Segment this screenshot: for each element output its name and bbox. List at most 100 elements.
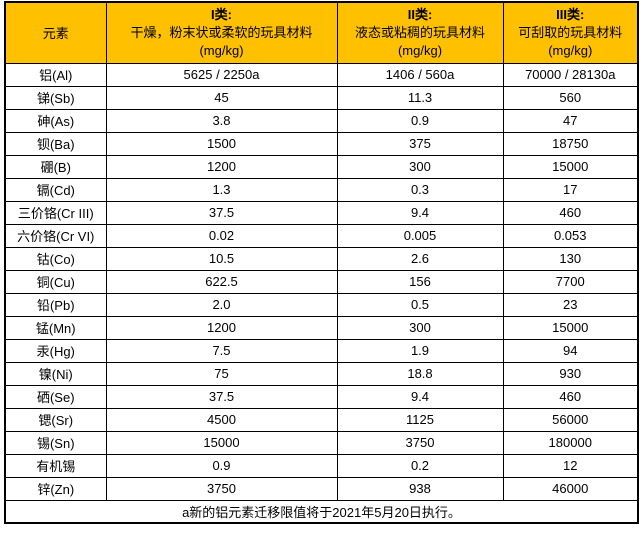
category3-value-cell: 180000 — [502, 430, 639, 455]
category3-value-cell: 15000 — [502, 154, 639, 179]
table-footer: a新的铝元素迁移限值将于2021年5月20日执行。 — [4, 499, 639, 524]
element-name-cell: 锰(Mn) — [4, 315, 107, 340]
table-row: 锰(Mn) 1200 300 15000 — [4, 315, 639, 340]
category3-unit: (mg/kg) — [548, 42, 593, 58]
table-row: 砷(As) 3.8 0.9 47 — [4, 108, 639, 133]
element-name-cell: 汞(Hg) — [4, 338, 107, 363]
element-name-cell: 镉(Cd) — [4, 177, 107, 202]
category3-value-cell: 0.053 — [502, 223, 639, 248]
category2-value-cell: 11.3 — [336, 85, 504, 110]
category3-value-cell: 15000 — [502, 315, 639, 340]
category1-unit: (mg/kg) — [199, 42, 244, 58]
category1-value-cell: 1200 — [105, 154, 338, 179]
category3-value-cell: 7700 — [502, 269, 639, 294]
category2-value-cell: 9.4 — [336, 200, 504, 225]
table-header: 元素 I类: 干燥，粉末状或柔软的玩具材料 (mg/kg) II类: 液态或粘稠… — [4, 1, 639, 64]
category3-value-cell: 18750 — [502, 131, 639, 156]
category1-value-cell: 2.0 — [105, 292, 338, 317]
category3-value-cell: 56000 — [502, 407, 639, 432]
table-row: 三价铬(Cr III) 37.5 9.4 460 — [4, 200, 639, 225]
category2-value-cell: 2.6 — [336, 246, 504, 271]
toy-material-limits-table: 元素 I类: 干燥，粉末状或柔软的玩具材料 (mg/kg) II类: 液态或粘稠… — [4, 1, 639, 524]
table-row: 硼(B) 1200 300 15000 — [4, 154, 639, 179]
table-row: 有机锡 0.9 0.2 12 — [4, 453, 639, 478]
category1-value-cell: 15000 — [105, 430, 338, 455]
category2-value-cell: 1406 / 560a — [336, 62, 504, 87]
category3-value-cell: 47 — [502, 108, 639, 133]
category1-value-cell: 5625 / 2250a — [105, 62, 338, 87]
header-category1-cell: I类: 干燥，粉末状或柔软的玩具材料 (mg/kg) — [105, 1, 338, 64]
category1-value-cell: 3.8 — [105, 108, 338, 133]
table-row: 镍(Ni) 75 18.8 930 — [4, 361, 639, 386]
category3-value-cell: 460 — [502, 200, 639, 225]
category2-value-cell: 9.4 — [336, 384, 504, 409]
category2-value-cell: 300 — [336, 315, 504, 340]
category3-value-cell: 70000 / 28130a — [502, 62, 639, 87]
category2-value-cell: 0.2 — [336, 453, 504, 478]
category1-value-cell: 0.02 — [105, 223, 338, 248]
element-name-cell: 铅(Pb) — [4, 292, 107, 317]
table-row: 锶(Sr) 4500 1125 56000 — [4, 407, 639, 432]
element-column-label: 元素 — [42, 26, 69, 42]
footnote-row: a新的铝元素迁移限值将于2021年5月20日执行。 — [4, 499, 639, 524]
element-name-cell: 三价铬(Cr III) — [4, 200, 107, 225]
category2-value-cell: 0.5 — [336, 292, 504, 317]
element-name-cell: 镍(Ni) — [4, 361, 107, 386]
table-row: 锌(Zn) 3750 938 46000 — [4, 476, 639, 501]
category1-value-cell: 7.5 — [105, 338, 338, 363]
header-element-cell: 元素 — [4, 1, 107, 64]
element-name-cell: 硼(B) — [4, 154, 107, 179]
category2-value-cell: 300 — [336, 154, 504, 179]
category3-title: III类: — [556, 6, 585, 22]
category2-value-cell: 375 — [336, 131, 504, 156]
element-name-cell: 锌(Zn) — [4, 476, 107, 501]
category2-value-cell: 3750 — [336, 430, 504, 455]
element-name-cell: 砷(As) — [4, 108, 107, 133]
category2-description: 液态或粘稠的玩具材料 — [354, 24, 485, 40]
element-name-cell: 钴(Co) — [4, 246, 107, 271]
category1-value-cell: 1500 — [105, 131, 338, 156]
category2-value-cell: 0.005 — [336, 223, 504, 248]
category1-value-cell: 4500 — [105, 407, 338, 432]
category1-value-cell: 622.5 — [105, 269, 338, 294]
category3-value-cell: 23 — [502, 292, 639, 317]
table-body: 铝(Al) 5625 / 2250a 1406 / 560a 70000 / 2… — [4, 62, 639, 501]
category1-value-cell: 45 — [105, 85, 338, 110]
category2-value-cell: 938 — [336, 476, 504, 501]
category2-value-cell: 18.8 — [336, 361, 504, 386]
category3-value-cell: 130 — [502, 246, 639, 271]
category2-title: II类: — [407, 6, 433, 22]
table-row: 铝(Al) 5625 / 2250a 1406 / 560a 70000 / 2… — [4, 62, 639, 87]
category2-value-cell: 1.9 — [336, 338, 504, 363]
table-row: 镉(Cd) 1.3 0.3 17 — [4, 177, 639, 202]
element-name-cell: 锑(Sb) — [4, 85, 107, 110]
header-row: 元素 I类: 干燥，粉末状或柔软的玩具材料 (mg/kg) II类: 液态或粘稠… — [4, 1, 639, 64]
category2-value-cell: 0.9 — [336, 108, 504, 133]
category2-value-cell: 0.3 — [336, 177, 504, 202]
category3-value-cell: 12 — [502, 453, 639, 478]
category3-value-cell: 46000 — [502, 476, 639, 501]
category3-value-cell: 17 — [502, 177, 639, 202]
header-category3-cell: III类: 可刮取的玩具材料 (mg/kg) — [502, 1, 639, 64]
element-name-cell: 锡(Sn) — [4, 430, 107, 455]
category1-value-cell: 10.5 — [105, 246, 338, 271]
table-row: 钡(Ba) 1500 375 18750 — [4, 131, 639, 156]
footnote: a新的铝元素迁移限值将于2021年5月20日执行。 — [4, 499, 639, 524]
category3-value-cell: 560 — [502, 85, 639, 110]
table-row: 铅(Pb) 2.0 0.5 23 — [4, 292, 639, 317]
category3-description: 可刮取的玩具材料 — [518, 24, 623, 40]
category1-value-cell: 1.3 — [105, 177, 338, 202]
category1-value-cell: 0.9 — [105, 453, 338, 478]
category3-value-cell: 94 — [502, 338, 639, 363]
element-name-cell: 硒(Se) — [4, 384, 107, 409]
category1-value-cell: 37.5 — [105, 384, 338, 409]
category1-value-cell: 3750 — [105, 476, 338, 501]
element-name-cell: 铜(Cu) — [4, 269, 107, 294]
category1-value-cell: 37.5 — [105, 200, 338, 225]
page: 元素 I类: 干燥，粉末状或柔软的玩具材料 (mg/kg) II类: 液态或粘稠… — [4, 1, 639, 524]
element-name-cell: 六价铬(Cr VI) — [4, 223, 107, 248]
table-row: 汞(Hg) 7.5 1.9 94 — [4, 338, 639, 363]
table-row: 钴(Co) 10.5 2.6 130 — [4, 246, 639, 271]
category3-value-cell: 930 — [502, 361, 639, 386]
table-row: 硒(Se) 37.5 9.4 460 — [4, 384, 639, 409]
